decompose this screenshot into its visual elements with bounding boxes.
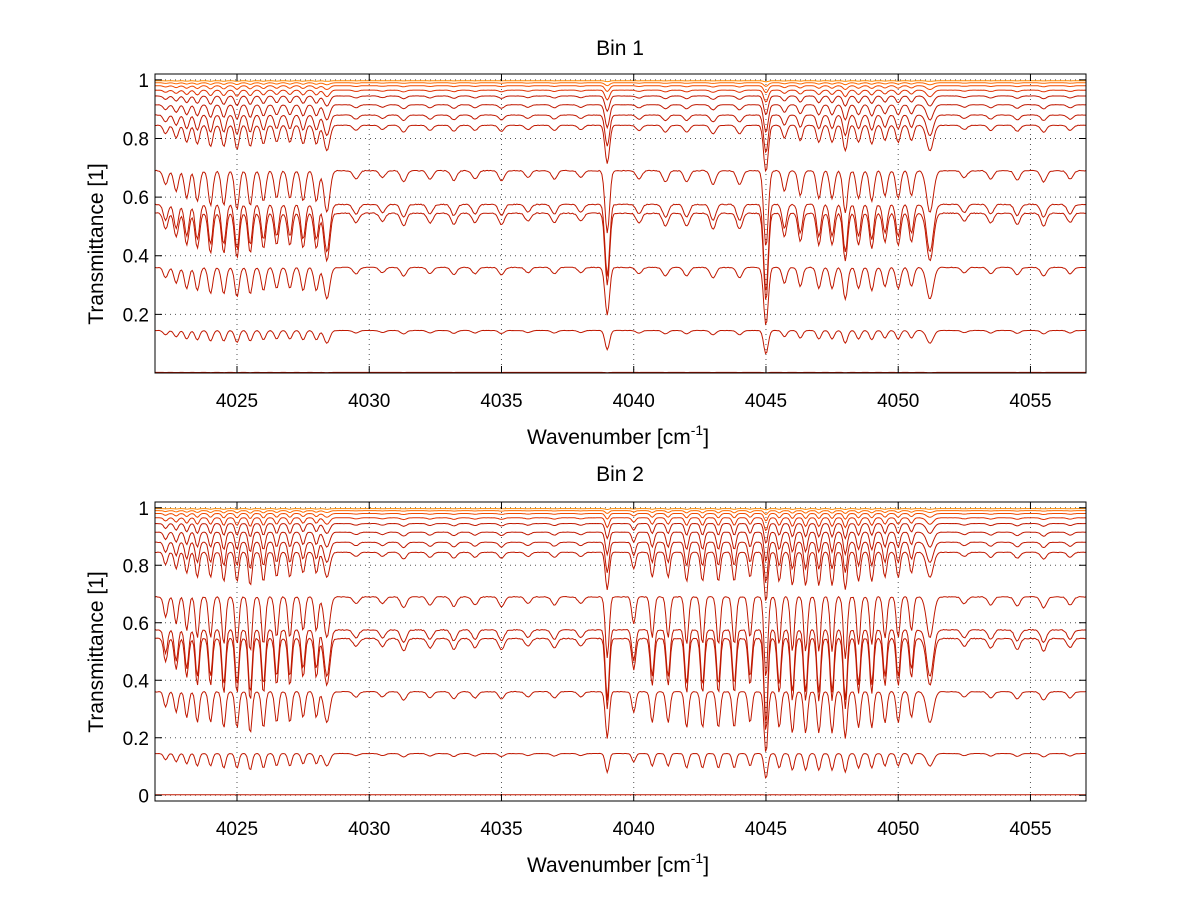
- x-tick-label: 4025: [216, 819, 258, 840]
- series-line: [154, 89, 1087, 103]
- series-line: [155, 517, 1087, 532]
- x-tick-label: 4035: [480, 391, 522, 412]
- x-tick-label: 4055: [1009, 391, 1051, 412]
- series-line: [154, 595, 1087, 676]
- x-axis-label-superscript-bin-2: -1: [691, 850, 704, 866]
- series-line: [155, 510, 1086, 515]
- series-line: [155, 212, 1087, 300]
- series-group-bin-1: [154, 80, 1087, 374]
- series-line: [155, 124, 1086, 173]
- chart-title-bin-2: Bin 2: [596, 463, 644, 486]
- x-axis-label-text-bin-2: Wavenumber [cm: [527, 854, 691, 877]
- series-line: [154, 522, 1087, 544]
- series-line: [154, 95, 1086, 115]
- series-line: [154, 203, 1087, 291]
- x-tick-label: 4045: [745, 819, 787, 840]
- series-line: [154, 329, 1087, 355]
- series-line: [154, 628, 1087, 721]
- x-tick-label: 4040: [613, 391, 655, 412]
- x-tick-label: 4035: [480, 819, 522, 840]
- y-ticks-bin-2: 0 0.2 0.4 0.6 0.8 1: [123, 499, 1086, 807]
- y-tick-label: 0: [138, 786, 149, 807]
- y-axis-label-bin-2: Transmittance [1]: [85, 571, 108, 732]
- y-axis-label-bin-1: Transmittance [1]: [85, 163, 108, 324]
- y-tick-label: 0.2: [123, 729, 149, 750]
- series-line: [155, 752, 1087, 779]
- y-tick-label: 0.8: [123, 556, 149, 577]
- series-line: [155, 82, 1086, 87]
- y-tick-label: 0.4: [123, 247, 150, 268]
- x-tick-label: 4040: [613, 819, 655, 840]
- chart-panel-bin-2: Bin 2 4025 4030 4035 4040 4045 4050 4055 00.20…: [85, 463, 1087, 877]
- x-axis-label-text-bin-1: Wavenumber [cm: [527, 426, 691, 449]
- y-tick-label: 1: [138, 499, 149, 520]
- x-ticks-bin-2: 4025 4030 4035 4040 4045 4050 4055: [216, 502, 1052, 840]
- gridlines-bin-2: [155, 502, 1086, 801]
- series-line: [155, 551, 1087, 601]
- series-line: [155, 541, 1086, 584]
- series-line: [155, 508, 1086, 511]
- series-line: [154, 114, 1086, 154]
- y-tick-label: 0.2: [123, 305, 149, 326]
- y-tick-label: 0.4: [123, 671, 150, 692]
- x-tick-label: 4050: [877, 391, 919, 412]
- y-tick-label: 1: [138, 71, 149, 92]
- x-axis-label-superscript-bin-1: -1: [691, 422, 704, 438]
- series-line: [154, 266, 1087, 326]
- series-line: [155, 80, 1086, 83]
- y-tick-label: 0.6: [123, 614, 149, 635]
- x-tick-label: 4030: [348, 391, 390, 412]
- y-tick-label: 0.8: [123, 129, 149, 150]
- plot-frame-bin-1: [154, 73, 1087, 374]
- series-group-bin-2: [154, 508, 1087, 796]
- series-line: [155, 85, 1086, 94]
- x-tick-label: 4050: [877, 819, 919, 840]
- x-ticks-bin-1: 4025 4030 4035 4040 4045 4050 4055: [216, 74, 1052, 412]
- x-tick-label: 4055: [1009, 819, 1051, 840]
- x-axis-label-close-bin-2: ]: [703, 854, 709, 877]
- x-axis-label-bin-2: Wavenumber [cm-1]: [527, 850, 709, 877]
- series-line: [155, 512, 1086, 522]
- chart-title-bin-1: Bin 1: [596, 37, 644, 60]
- x-axis-label-close-bin-1: ]: [703, 426, 709, 449]
- x-tick-label: 4045: [745, 391, 787, 412]
- x-axis-label-bin-1: Wavenumber [cm-1]: [527, 422, 709, 449]
- chart-panel-bin-1: Bin 1 4025 4030 4035 4040 4045 4050 4055 0.20.…: [85, 37, 1087, 449]
- y-tick-label: 0.6: [123, 188, 149, 209]
- gridlines-bin-1: [155, 74, 1086, 373]
- series-line: [154, 169, 1087, 246]
- series-line: [155, 637, 1087, 730]
- y-ticks-bin-1: 0.2 0.4 0.6 0.8 1: [123, 71, 1086, 326]
- x-tick-label: 4025: [216, 391, 258, 412]
- series-line: [155, 531, 1087, 563]
- plot-frame-bin-2: [154, 501, 1087, 802]
- series-line: [155, 104, 1087, 133]
- x-tick-label: 4030: [348, 819, 390, 840]
- series-line: [154, 690, 1087, 752]
